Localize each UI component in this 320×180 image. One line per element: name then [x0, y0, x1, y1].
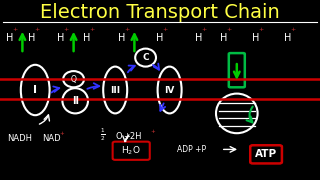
- Text: III: III: [110, 86, 120, 94]
- Text: +: +: [64, 27, 69, 32]
- Text: H: H: [83, 33, 90, 43]
- Text: ATP: ATP: [255, 149, 277, 159]
- Text: H: H: [156, 33, 164, 43]
- Text: +: +: [124, 27, 130, 32]
- Text: NAD: NAD: [42, 134, 60, 143]
- Text: H: H: [6, 33, 13, 43]
- Text: +: +: [227, 27, 232, 32]
- Text: IV: IV: [164, 86, 175, 94]
- Text: C: C: [142, 53, 149, 62]
- Text: +: +: [89, 27, 94, 32]
- Text: H: H: [220, 33, 228, 43]
- Text: I: I: [33, 85, 37, 95]
- Text: H: H: [284, 33, 292, 43]
- Text: II: II: [72, 96, 79, 106]
- Text: +: +: [60, 131, 64, 136]
- Text: +: +: [151, 129, 155, 134]
- Text: +: +: [12, 27, 18, 32]
- Text: O: O: [115, 132, 122, 141]
- Text: Q: Q: [71, 75, 76, 84]
- Text: H$_2$O: H$_2$O: [121, 145, 141, 157]
- Text: +: +: [201, 27, 206, 32]
- Text: +2H: +2H: [124, 132, 142, 141]
- Text: NADH: NADH: [7, 134, 32, 143]
- Text: H: H: [252, 33, 260, 43]
- Text: +: +: [35, 27, 40, 32]
- Text: H: H: [195, 33, 202, 43]
- Text: ADP +P: ADP +P: [177, 145, 207, 154]
- Text: 2: 2: [124, 138, 127, 143]
- Text: H: H: [57, 33, 65, 43]
- Text: +: +: [259, 27, 264, 32]
- Text: $\frac{1}{2}$: $\frac{1}{2}$: [100, 127, 105, 143]
- Text: +: +: [163, 27, 168, 32]
- Text: H: H: [118, 33, 125, 43]
- Text: Electron Transport Chain: Electron Transport Chain: [40, 3, 280, 22]
- Text: H: H: [28, 33, 36, 43]
- Text: +: +: [291, 27, 296, 32]
